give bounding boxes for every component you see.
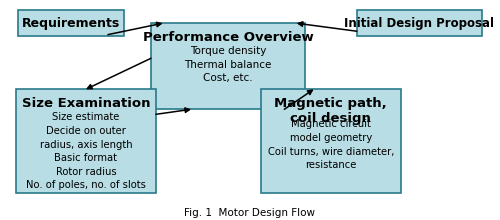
Text: Initial Design Proposal: Initial Design Proposal bbox=[344, 17, 494, 30]
Text: Magnetic circuit
model geometry
Coil turns, wire diameter,
resistance: Magnetic circuit model geometry Coil tur… bbox=[268, 119, 394, 170]
Text: Magnetic path,
coil design: Magnetic path, coil design bbox=[274, 97, 387, 125]
Text: Performance Overview: Performance Overview bbox=[142, 31, 314, 44]
FancyBboxPatch shape bbox=[18, 10, 124, 36]
Text: Size estimate
Decide on outer
radius, axis length
Basic format
Rotor radius
No. : Size estimate Decide on outer radius, ax… bbox=[26, 112, 146, 190]
FancyBboxPatch shape bbox=[356, 10, 482, 36]
Text: Torque density
Thermal balance
Cost, etc.: Torque density Thermal balance Cost, etc… bbox=[184, 46, 272, 83]
FancyBboxPatch shape bbox=[16, 89, 156, 193]
FancyBboxPatch shape bbox=[261, 89, 400, 193]
FancyBboxPatch shape bbox=[151, 23, 305, 109]
Text: Size Examination: Size Examination bbox=[22, 97, 150, 110]
Text: Fig. 1  Motor Design Flow: Fig. 1 Motor Design Flow bbox=[184, 208, 316, 218]
Text: Requirements: Requirements bbox=[22, 17, 120, 30]
